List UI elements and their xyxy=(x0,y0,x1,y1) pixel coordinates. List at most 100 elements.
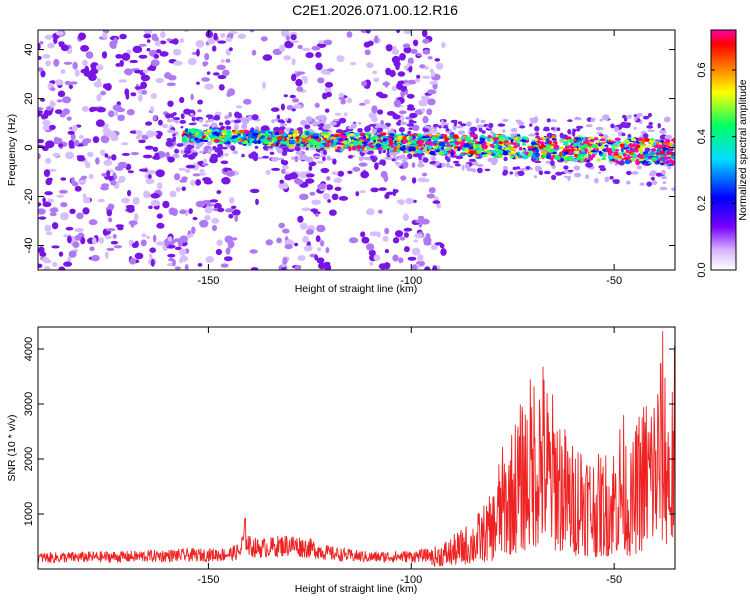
band-blob xyxy=(649,150,656,156)
noise-blob xyxy=(72,61,78,70)
noise-blob xyxy=(282,257,288,265)
band-blob xyxy=(651,157,657,161)
band-blob xyxy=(564,150,569,155)
band-blob xyxy=(479,137,484,142)
band-haze xyxy=(406,123,415,127)
noise-blob xyxy=(145,121,153,126)
noise-blob xyxy=(297,215,304,223)
band-blob xyxy=(606,146,609,151)
band-blob xyxy=(476,149,482,154)
noise-blob xyxy=(299,193,309,200)
noise-blob xyxy=(140,81,148,89)
band-blob xyxy=(491,144,495,148)
noise-blob xyxy=(166,38,172,42)
band-blob xyxy=(421,138,428,141)
band-haze xyxy=(649,170,657,176)
band-haze xyxy=(585,174,590,179)
noise-blob xyxy=(368,112,374,119)
band-blob xyxy=(333,134,341,138)
band-haze xyxy=(661,175,667,180)
band-blob xyxy=(463,143,470,148)
band-blob xyxy=(656,160,660,164)
noise-blob xyxy=(82,207,90,215)
noise-blob xyxy=(106,209,113,217)
noise-blob xyxy=(121,52,131,61)
band-blob xyxy=(600,145,605,150)
band-haze xyxy=(534,126,540,132)
noise-blob xyxy=(85,51,94,59)
noise-blob xyxy=(38,42,41,51)
noise-blob xyxy=(160,31,166,39)
noise-blob xyxy=(107,217,113,223)
noise-blob xyxy=(56,194,65,198)
noise-blob xyxy=(51,222,59,230)
band-blob xyxy=(574,153,579,158)
band-blob xyxy=(381,146,388,151)
band-haze xyxy=(585,124,593,128)
band-haze xyxy=(230,119,235,123)
x-tick-label: -100 xyxy=(400,275,422,287)
band-haze xyxy=(646,125,654,129)
colorbar-tick-label: 0.2 xyxy=(696,196,708,211)
noise-blob xyxy=(372,70,378,75)
noise-blob xyxy=(192,162,200,171)
band-haze xyxy=(207,148,212,155)
spectrogram-axes: -150 -100 -50 -40 -20 0 20 40 xyxy=(23,30,675,287)
noise-blob xyxy=(436,62,444,70)
noise-blob xyxy=(88,173,94,180)
noise-blob xyxy=(301,76,307,81)
noise-blob xyxy=(309,191,316,196)
noise-blob xyxy=(413,239,419,243)
band-blob xyxy=(424,147,428,152)
band-haze xyxy=(573,117,582,121)
band-blob xyxy=(411,137,416,141)
noise-blob xyxy=(185,164,196,169)
band-haze xyxy=(409,120,417,124)
y-tick-label: 3000 xyxy=(23,392,35,416)
noise-blob xyxy=(110,179,117,186)
band-blob xyxy=(472,134,478,139)
band-haze xyxy=(572,131,576,137)
band-blob xyxy=(478,153,482,157)
band-haze xyxy=(407,130,412,135)
noise-blob xyxy=(166,82,176,87)
x-tick-label: -50 xyxy=(606,574,622,586)
band-haze xyxy=(376,127,384,133)
noise-blob xyxy=(100,90,106,96)
band-haze xyxy=(205,114,214,118)
noise-blob xyxy=(384,249,389,254)
band-blob xyxy=(408,136,413,140)
noise-blob xyxy=(109,40,115,49)
noise-blob xyxy=(155,169,165,178)
noise-blob xyxy=(421,107,425,113)
band-blob xyxy=(502,150,508,156)
noise-blob xyxy=(38,111,42,117)
noise-blob xyxy=(43,169,51,178)
noise-blob xyxy=(60,69,66,74)
band-haze xyxy=(195,145,201,150)
band-haze xyxy=(480,119,486,124)
band-haze xyxy=(166,142,174,147)
noise-blob xyxy=(243,98,252,105)
band-blob xyxy=(567,152,574,156)
band-blob xyxy=(551,138,557,141)
noise-blob xyxy=(88,73,97,81)
band-blob xyxy=(435,149,441,153)
noise-blob xyxy=(156,213,163,219)
noise-blob xyxy=(78,134,84,139)
noise-blob xyxy=(402,83,411,87)
noise-blob xyxy=(68,250,77,258)
band-blob xyxy=(546,138,550,144)
band-haze xyxy=(167,129,175,133)
band-blob xyxy=(249,140,253,143)
band-blob xyxy=(524,151,529,155)
noise-blob xyxy=(158,119,163,126)
noise-blob xyxy=(62,96,72,104)
noise-blob xyxy=(167,236,173,242)
noise-blob xyxy=(67,235,72,244)
band-blob xyxy=(439,136,444,140)
noise-blob xyxy=(173,238,181,243)
band-blob xyxy=(596,139,600,144)
noise-blob xyxy=(411,247,421,256)
band-blob xyxy=(625,149,630,154)
